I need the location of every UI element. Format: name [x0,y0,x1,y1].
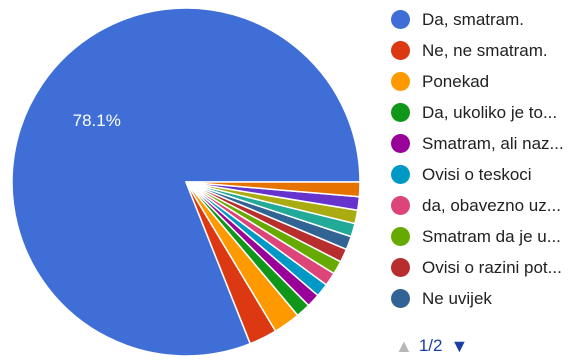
legend-swatch [391,134,410,153]
legend-item[interactable]: Ne, ne smatram. [391,35,587,66]
legend-swatch [391,227,410,246]
pie-slice[interactable] [185,181,361,198]
triangle-up-icon[interactable]: ▲ [395,336,413,356]
legend-label: Ponekad [422,71,490,91]
chart-legend: Da, smatram. Ne, ne smatram. Ponekad Da,… [391,4,587,314]
legend-item[interactable]: Da, smatram. [391,4,587,35]
legend-label: Ovisi o razini pot... [422,257,562,277]
pie-chart: 78.1% [11,7,361,357]
page-indicator: 1/2 [418,336,443,355]
legend-label: da, obavezno uz... [422,195,561,215]
legend-item[interactable]: Smatram da je u... [391,221,587,252]
legend-label: Smatram, ali naz... [422,133,564,153]
legend-swatch [391,72,410,91]
legend-label: Smatram da je u... [422,226,561,246]
legend-swatch [391,10,410,29]
legend-item[interactable]: Ponekad [391,66,587,97]
legend-item[interactable]: Ne uvijek [391,283,587,314]
legend-pager: ▲ 1/2 ▼ [395,336,468,356]
legend-label: Da, ukoliko je to... [422,102,558,122]
legend-swatch [391,258,410,277]
legend-item[interactable]: Smatram, ali naz... [391,128,587,159]
legend-item[interactable]: Da, ukoliko je to... [391,97,587,128]
legend-swatch [391,165,410,184]
legend-item[interactable]: Ovisi o razini pot... [391,252,587,283]
legend-swatch [391,103,410,122]
legend-swatch [391,41,410,60]
triangle-down-icon[interactable]: ▼ [450,336,469,356]
legend-label: Ne, ne smatram. [422,40,548,60]
legend-item[interactable]: Ovisi o teskoci [391,159,587,190]
legend-label: Da, smatram. [422,9,525,29]
slice-data-label: 78.1% [73,111,121,130]
legend-label: Ovisi o teskoci [422,164,532,184]
legend-label: Ne uvijek [422,288,492,308]
legend-item[interactable]: da, obavezno uz... [391,190,587,221]
legend-swatch [391,196,410,215]
legend-swatch [391,289,410,308]
